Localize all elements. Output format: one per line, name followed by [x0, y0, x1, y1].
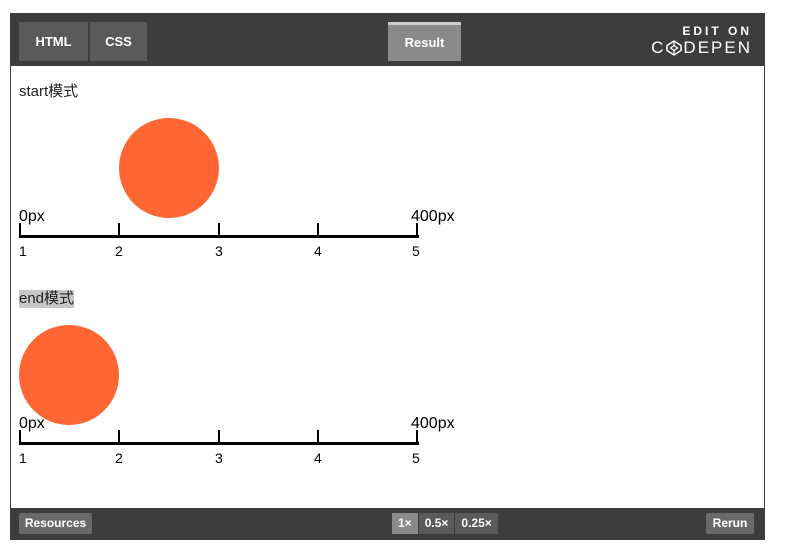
axis-tick — [19, 430, 21, 444]
axis-tick — [416, 223, 418, 237]
edit-on-codepen-link[interactable]: EDIT ON C DEPEN — [651, 24, 752, 58]
codepen-embed: HTML CSS Result EDIT ON C DEPEN start模式 … — [10, 13, 765, 540]
bottom-bar: Resources 1× 0.5× 0.25× Rerun — [11, 508, 764, 539]
zoom-controls: 1× 0.5× 0.25× — [392, 513, 499, 534]
result-pane: start模式 0px 400px 1 2 3 4 5 end模式 0px 40… — [11, 66, 764, 510]
tick-label: 5 — [412, 450, 420, 466]
tick-label: 5 — [412, 243, 420, 259]
axis-start-label: 0px — [19, 208, 45, 225]
tick-label: 1 — [19, 243, 27, 259]
zoom-0.5x-button[interactable]: 0.5× — [418, 513, 456, 534]
axis-tick — [416, 430, 418, 444]
tick-label: 3 — [215, 450, 223, 466]
tick-label: 2 — [115, 450, 123, 466]
axis-tick — [118, 223, 120, 237]
axis-tick — [118, 430, 120, 444]
axis-tick — [317, 430, 319, 444]
top-bar: HTML CSS Result EDIT ON C DEPEN — [11, 14, 764, 66]
tab-result[interactable]: Result — [388, 22, 461, 61]
axis-end-label: 400px — [411, 208, 455, 225]
axis-tick — [317, 223, 319, 237]
edit-on-label: EDIT ON — [682, 24, 752, 38]
axis-start-label: 0px — [19, 415, 45, 432]
ball — [119, 118, 219, 218]
axis-end-label: 400px — [411, 415, 455, 432]
tab-html[interactable]: HTML — [19, 22, 89, 61]
axis-tick — [218, 430, 220, 444]
codepen-logo-icon — [666, 40, 683, 56]
wordmark-rest: DEPEN — [683, 38, 752, 57]
tick-label: 3 — [215, 243, 223, 259]
ball — [19, 325, 119, 425]
tick-label: 4 — [314, 450, 322, 466]
zoom-0.25x-button[interactable]: 0.25× — [455, 513, 499, 534]
tick-label: 1 — [19, 450, 27, 466]
rerun-button[interactable]: Rerun — [706, 513, 754, 534]
tick-label: 2 — [115, 243, 123, 259]
demo-label-start: start模式 — [19, 83, 79, 100]
tab-css[interactable]: CSS — [90, 22, 147, 61]
axis-tick — [19, 223, 21, 237]
resources-button[interactable]: Resources — [19, 513, 92, 534]
codepen-wordmark: C DEPEN — [651, 38, 752, 58]
demo-label-end: end模式 — [19, 290, 75, 308]
zoom-1x-button[interactable]: 1× — [392, 513, 419, 534]
tick-label: 4 — [314, 243, 322, 259]
wordmark-c: C — [651, 38, 666, 57]
axis-tick — [218, 223, 220, 237]
